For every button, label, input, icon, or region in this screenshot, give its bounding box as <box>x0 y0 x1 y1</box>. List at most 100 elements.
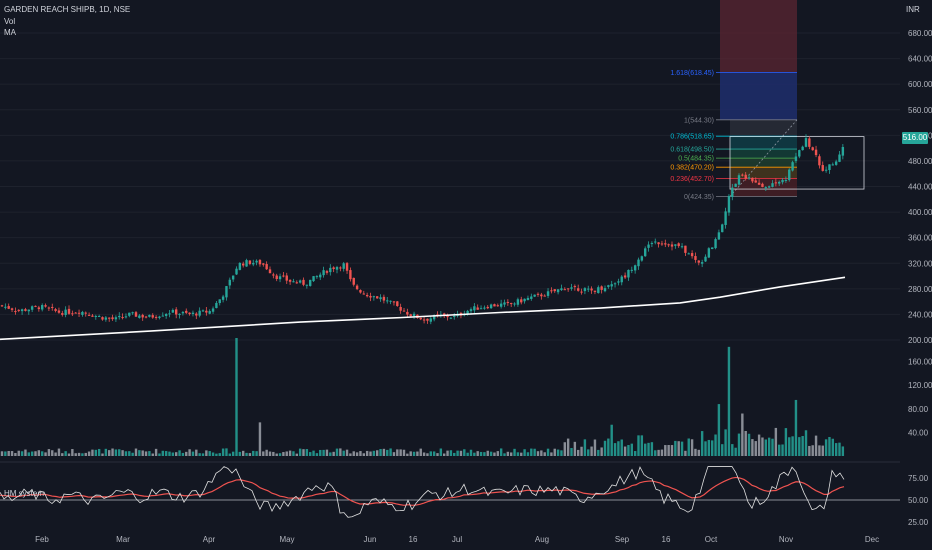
volume-bar <box>412 451 416 456</box>
candle-body <box>124 316 128 318</box>
volume-bar <box>34 451 37 456</box>
volume-bar <box>764 439 767 456</box>
candle-body <box>195 313 198 316</box>
volume-bar <box>185 451 188 456</box>
candle-body <box>761 183 764 187</box>
volume-bar <box>687 438 690 456</box>
volume-bar <box>600 447 603 456</box>
volume-bar <box>818 445 821 456</box>
volume-bar <box>637 435 640 456</box>
volume-bar <box>644 443 647 456</box>
candle-body <box>754 180 757 183</box>
volume-bar <box>499 448 503 456</box>
volume-bar <box>811 445 814 456</box>
candle-body <box>814 149 818 156</box>
volume-tick-label: 40.00 <box>908 428 929 437</box>
oscillator-label[interactable]: HM system <box>4 489 44 498</box>
volume-bar <box>0 451 4 456</box>
candle-body <box>788 169 791 181</box>
candle-body <box>694 256 697 260</box>
candle-body <box>778 181 781 184</box>
candle-body <box>27 309 30 312</box>
candle-body <box>620 276 623 283</box>
candle-body <box>580 291 583 293</box>
fib-band <box>730 119 797 137</box>
volume-bar <box>550 452 553 456</box>
candle-body <box>443 313 446 316</box>
candle-body <box>801 146 804 151</box>
volume-bar <box>496 451 499 456</box>
volume-bar <box>228 453 231 456</box>
candle-body <box>838 154 841 162</box>
volume-bar <box>27 452 30 456</box>
volume-bar <box>4 451 7 456</box>
candle-body <box>724 211 727 225</box>
volume-bar <box>302 449 305 456</box>
volume-bar <box>345 449 349 456</box>
volume-bar <box>808 445 811 456</box>
candle-body <box>171 309 175 313</box>
volume-bar <box>198 453 201 456</box>
volume-bar <box>694 448 697 456</box>
fib-level-label: 0.5(484.35) <box>678 156 714 163</box>
candle-body <box>804 138 808 147</box>
candle-body <box>486 306 489 309</box>
volume-bar <box>141 450 144 456</box>
volume-bar <box>258 422 262 456</box>
price-tick-label: 440.00 <box>908 183 932 192</box>
volume-bar <box>262 451 265 456</box>
candle-body <box>767 186 771 188</box>
candle-body <box>225 286 228 298</box>
volume-bar <box>255 451 258 456</box>
price-tick-label: 320.00 <box>908 259 932 268</box>
candle-body <box>114 317 118 320</box>
volume-bar <box>128 451 131 456</box>
volume-bar <box>188 449 191 456</box>
volume-tick-label: 80.00 <box>908 405 929 414</box>
fib-level-label: 0(424.35) <box>684 194 714 201</box>
volume-bar <box>416 451 419 456</box>
candle-body <box>10 308 14 310</box>
time-axis[interactable]: Feb Mar Apr May Jun 16 Jul Aug Sep 16 Oct Nov Dec <box>35 535 879 544</box>
candle-body <box>392 301 396 303</box>
volume-bar <box>828 437 831 456</box>
volume-bar <box>315 453 319 456</box>
candle-body <box>272 274 275 276</box>
volume-bar <box>61 453 64 456</box>
candle-body <box>402 310 406 312</box>
volume-bar <box>221 448 225 456</box>
volume-bar <box>794 399 798 456</box>
volume-bar <box>319 449 322 456</box>
moving-average-label[interactable]: MA <box>4 28 16 37</box>
volume-indicator-label[interactable]: Vol <box>4 17 16 26</box>
candle-body <box>369 295 372 298</box>
volume-bar <box>697 449 700 456</box>
candle-body <box>510 303 513 305</box>
candle-body <box>834 161 838 165</box>
volume-bar <box>473 452 476 456</box>
volume-bar <box>593 439 597 456</box>
candle-body <box>295 282 298 284</box>
candle-body <box>577 288 580 291</box>
volume-bar <box>54 452 57 456</box>
volume-bar <box>573 441 577 456</box>
fib-level-label: 1.618(618.45) <box>670 70 714 77</box>
volume-bar <box>121 450 124 456</box>
candle-body <box>466 310 469 314</box>
candle-body <box>71 313 74 315</box>
candle-body <box>543 295 546 297</box>
volume-bar <box>359 451 362 456</box>
candle-body <box>94 316 97 318</box>
candle-body <box>396 301 399 306</box>
price-tick-label: 680.00 <box>908 29 932 38</box>
candle-body <box>613 283 617 285</box>
volume-bar <box>670 445 674 456</box>
candle-body <box>168 313 171 315</box>
candle-body <box>77 312 81 314</box>
candle-body <box>265 264 268 270</box>
candle-body <box>288 279 292 282</box>
symbol-title[interactable]: GARDEN REACH SHIPB, 1D, NSE <box>4 5 131 14</box>
volume-bar <box>610 424 613 456</box>
fibonacci-zone[interactable]: 1.618(618.45) 1(544.30) 0.786(518.65) 0.618… <box>670 0 865 201</box>
